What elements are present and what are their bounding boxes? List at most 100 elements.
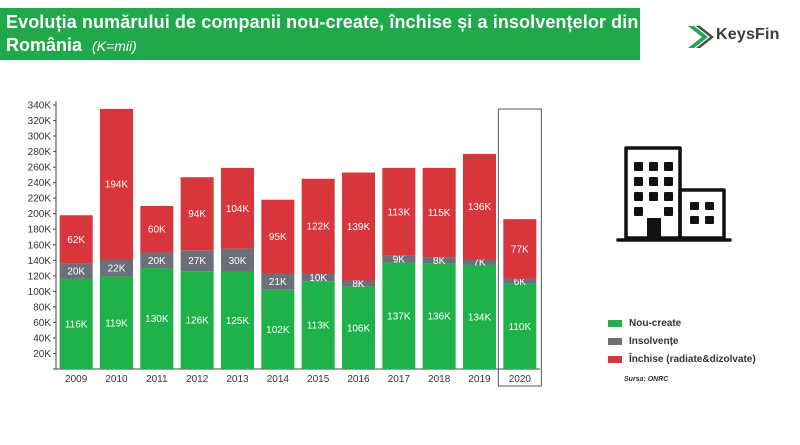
bar-nou-create bbox=[261, 289, 295, 369]
chart-unit-note: (K=mii) bbox=[92, 38, 137, 54]
y-tick-label: 240K bbox=[28, 178, 52, 189]
data-label: 113K bbox=[388, 207, 411, 218]
data-label: 21K bbox=[269, 277, 287, 288]
chart-title-line2: România (K=mii) bbox=[6, 35, 137, 56]
bar-nou-create bbox=[221, 271, 254, 369]
bar-insolvente bbox=[463, 259, 496, 265]
keysfin-logo: KeysFin bbox=[686, 22, 796, 56]
legend-swatch-nou-create bbox=[608, 319, 622, 327]
x-tick-label: 2011 bbox=[146, 374, 168, 385]
data-label: 122K bbox=[306, 222, 330, 233]
data-label: 134K bbox=[468, 312, 492, 323]
bar-insolvente bbox=[221, 248, 254, 272]
bar-nou-create bbox=[59, 278, 93, 369]
bar-insolvente bbox=[100, 259, 133, 277]
y-tick-label: 60K bbox=[33, 318, 51, 329]
y-tick-label: 20K bbox=[33, 349, 51, 360]
bar-insolvente bbox=[140, 252, 174, 269]
x-tick-label: 2016 bbox=[347, 374, 370, 385]
legend-item-inchise: Închise (radiate&dizolvate) bbox=[608, 350, 756, 368]
data-label: 113K bbox=[307, 321, 330, 332]
y-tick-label: 140K bbox=[28, 256, 52, 267]
data-label: 110K bbox=[509, 322, 532, 333]
data-label: 8K bbox=[433, 256, 446, 267]
y-tick-label: 180K bbox=[28, 225, 52, 236]
x-tick-label: 2018 bbox=[428, 374, 451, 385]
x-tick-label: 2013 bbox=[226, 374, 249, 385]
y-tick-label: 340K bbox=[28, 101, 52, 112]
data-label: 7K bbox=[473, 258, 486, 269]
legend-item-insolvente: Insolvențe bbox=[608, 332, 756, 350]
bar-inchise bbox=[463, 153, 496, 260]
stacked-bar-chart: 20K 40K 60K 80K 100K 120K 140K 160K 180K 200K 220K… bbox=[28, 101, 542, 387]
y-tick-label: 280K bbox=[28, 147, 52, 158]
data-label: 10K bbox=[309, 273, 327, 284]
bar-insolvente bbox=[261, 273, 295, 290]
chart-title: Evoluția numărului de companii nou-creat… bbox=[6, 12, 639, 32]
data-label: 6K bbox=[514, 277, 527, 288]
bar-inchise bbox=[59, 215, 93, 264]
office-building-icon bbox=[616, 146, 732, 242]
legend: Nou-create Insolvențe Închise (radiate&d… bbox=[608, 314, 756, 368]
bar-nou-create bbox=[342, 286, 375, 369]
data-label: 22K bbox=[108, 264, 126, 275]
bar-inchise bbox=[422, 167, 456, 258]
highlight-box bbox=[497, 108, 542, 387]
x-tick-label: 2017 bbox=[388, 374, 411, 385]
x-tick-label: 2014 bbox=[267, 374, 290, 385]
bar-insolvente bbox=[503, 278, 537, 284]
bar-inchise bbox=[221, 167, 254, 249]
y-tick-label: 320K bbox=[28, 116, 52, 127]
data-label: 115K bbox=[428, 208, 451, 219]
data-label: 194K bbox=[105, 180, 129, 191]
y-tick-label: 200K bbox=[28, 209, 52, 220]
bar-inchise bbox=[100, 108, 133, 260]
logo-text: KeysFin bbox=[716, 26, 780, 43]
bar-inchise bbox=[180, 177, 214, 251]
bar-inchise bbox=[261, 199, 295, 274]
data-label: 8K bbox=[352, 279, 365, 290]
data-label: 30K bbox=[229, 256, 247, 267]
bar-nou-create bbox=[382, 262, 416, 369]
bar-insolvente bbox=[301, 273, 335, 282]
bar-nou-create bbox=[100, 276, 133, 369]
bar-insolvente bbox=[342, 280, 375, 287]
y-tick-label: 160K bbox=[28, 240, 52, 251]
bar-inchise bbox=[301, 178, 335, 274]
data-label: 20K bbox=[67, 267, 85, 278]
bar-inchise bbox=[140, 205, 174, 253]
y-tick-label: 120K bbox=[28, 271, 52, 282]
legend-swatch-inchise bbox=[608, 355, 622, 363]
title-banner: Evoluția numărului de companii nou-creat… bbox=[0, 8, 640, 60]
y-tick-label: 220K bbox=[28, 194, 52, 205]
x-tick-label: 2009 bbox=[65, 374, 88, 385]
y-tick-label: 300K bbox=[28, 132, 52, 143]
bar-nou-create bbox=[301, 281, 335, 369]
data-label: 20K bbox=[148, 256, 166, 267]
y-tick-label: 80K bbox=[33, 302, 51, 313]
data-label: 136K bbox=[427, 312, 451, 323]
data-label: 137K bbox=[387, 311, 411, 322]
bar-insolvente bbox=[59, 263, 93, 279]
data-label: 130K bbox=[145, 314, 169, 325]
x-tick-label: 2010 bbox=[105, 374, 128, 385]
bar-inchise bbox=[382, 167, 416, 256]
x-tick-label: 2020 bbox=[509, 374, 532, 385]
bar-insolvente bbox=[382, 255, 416, 263]
legend-item-nou-create: Nou-create bbox=[608, 314, 756, 332]
y-tick-label: 100K bbox=[28, 287, 52, 298]
data-label: 27K bbox=[188, 256, 206, 267]
data-label: 102K bbox=[266, 325, 290, 336]
data-label: 136K bbox=[468, 202, 492, 213]
data-label: 77K bbox=[511, 245, 529, 256]
data-label: 104K bbox=[226, 204, 250, 215]
legend-label-inchise: Închise (radiate&dizolvate) bbox=[629, 353, 756, 365]
bar-insolvente bbox=[422, 257, 456, 264]
chevron-arrow-icon bbox=[688, 26, 714, 48]
data-label: 62K bbox=[67, 235, 85, 246]
data-label: 126K bbox=[185, 316, 209, 327]
bar-nou-create bbox=[422, 263, 456, 369]
bar-nou-create bbox=[180, 271, 214, 369]
bar-nou-create bbox=[140, 268, 174, 369]
x-tick-label: 2019 bbox=[468, 374, 491, 385]
